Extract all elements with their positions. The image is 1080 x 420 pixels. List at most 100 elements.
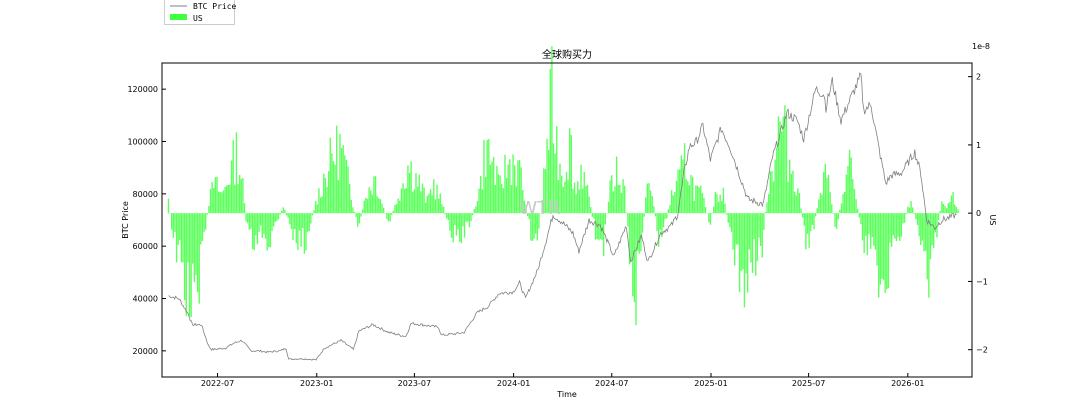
us-bar xyxy=(221,192,223,214)
us-bar xyxy=(327,171,330,214)
us-bar xyxy=(753,213,755,240)
us-bar xyxy=(311,213,314,216)
us-bar xyxy=(829,192,831,214)
y-right-tick-label: 0 xyxy=(976,209,981,218)
y-right-tick-label: −2 xyxy=(976,346,988,355)
us-bar xyxy=(371,194,374,214)
us-bar xyxy=(352,207,354,214)
us-bar xyxy=(195,213,197,276)
us-bar xyxy=(827,174,830,214)
us-bar xyxy=(735,213,738,245)
us-bar xyxy=(268,213,270,248)
us-bar xyxy=(247,213,249,224)
us-bar xyxy=(243,203,246,214)
us-bar xyxy=(269,213,272,248)
us-bar xyxy=(302,213,304,229)
us-bar xyxy=(704,207,707,214)
us-bar xyxy=(216,176,218,214)
us-bar xyxy=(526,213,529,217)
us-bar xyxy=(287,213,289,218)
x-tick-label: 2023-07 xyxy=(398,379,431,388)
us-bar xyxy=(751,213,754,273)
us-bar xyxy=(803,213,805,226)
us-bar xyxy=(903,213,906,223)
us-bar xyxy=(370,190,372,214)
us-bar xyxy=(425,202,427,214)
us-bar xyxy=(607,201,610,214)
us-bar xyxy=(447,213,450,221)
us-bar xyxy=(546,138,548,214)
us-bar xyxy=(455,213,458,236)
us-bar xyxy=(685,179,687,214)
us-bar xyxy=(306,213,309,232)
us-bar xyxy=(203,213,205,232)
us-bar xyxy=(688,185,691,214)
us-bar xyxy=(936,213,938,238)
us-bar xyxy=(653,206,655,214)
us-bar xyxy=(318,188,320,214)
us-bar xyxy=(517,160,519,214)
us-bar xyxy=(847,165,849,214)
us-bar xyxy=(602,213,605,257)
us-bar xyxy=(947,203,949,214)
us-bar xyxy=(347,166,349,214)
us-bar xyxy=(708,213,710,223)
us-bar xyxy=(403,188,406,214)
x-axis: 2022-07 2023-01 2023-07 2024-01 2024-07 2025-… xyxy=(201,373,925,388)
us-bar xyxy=(528,213,530,220)
us-bar xyxy=(823,171,825,214)
us-bar xyxy=(565,171,568,214)
us-bar xyxy=(334,164,336,214)
us-bar xyxy=(543,168,545,214)
us-bar xyxy=(772,181,775,214)
us-bar xyxy=(386,213,388,219)
us-bar xyxy=(942,204,945,214)
us-bar xyxy=(463,213,466,238)
us-bar xyxy=(533,213,535,239)
us-bar xyxy=(494,184,496,214)
us-bar xyxy=(818,199,820,214)
us-bar xyxy=(918,213,920,237)
us-bar xyxy=(895,213,898,242)
us-bar xyxy=(669,205,671,214)
us-bar xyxy=(892,213,894,236)
us-bar xyxy=(522,190,524,214)
us-bar xyxy=(290,213,293,230)
us-bar xyxy=(866,213,869,256)
us-bar xyxy=(643,213,645,217)
us-bar xyxy=(442,206,445,214)
legend-label-us: US xyxy=(193,14,203,23)
us-bar xyxy=(536,213,539,241)
us-bar xyxy=(429,189,432,214)
us-bar xyxy=(923,213,925,252)
us-bar xyxy=(481,189,484,214)
us-bar xyxy=(462,213,464,227)
us-bar xyxy=(486,140,488,214)
us-bar xyxy=(454,213,456,226)
us-bar xyxy=(617,184,619,214)
us-bar xyxy=(230,160,233,214)
us-bar xyxy=(641,213,644,233)
us-bar xyxy=(179,213,181,241)
us-bar xyxy=(721,200,723,214)
us-bar xyxy=(298,213,301,231)
us-bar xyxy=(931,213,933,246)
us-bar xyxy=(475,206,477,214)
y-left-tick-label: 60000 xyxy=(133,242,158,251)
us-bar xyxy=(484,176,487,214)
us-bar xyxy=(402,183,404,214)
us-bar xyxy=(635,213,637,326)
us-bar xyxy=(884,213,886,293)
us-bar xyxy=(510,185,513,214)
us-bar xyxy=(858,213,860,218)
us-bar xyxy=(175,213,178,263)
us-bar xyxy=(944,206,946,214)
us-bar xyxy=(874,213,877,250)
us-bar xyxy=(612,191,615,214)
us-bar xyxy=(382,207,385,214)
us-bar xyxy=(399,200,401,214)
us-bar xyxy=(198,213,200,304)
us-bar xyxy=(716,194,718,214)
us-bar xyxy=(580,164,582,214)
chart-title: 全球购买力 xyxy=(542,48,592,61)
